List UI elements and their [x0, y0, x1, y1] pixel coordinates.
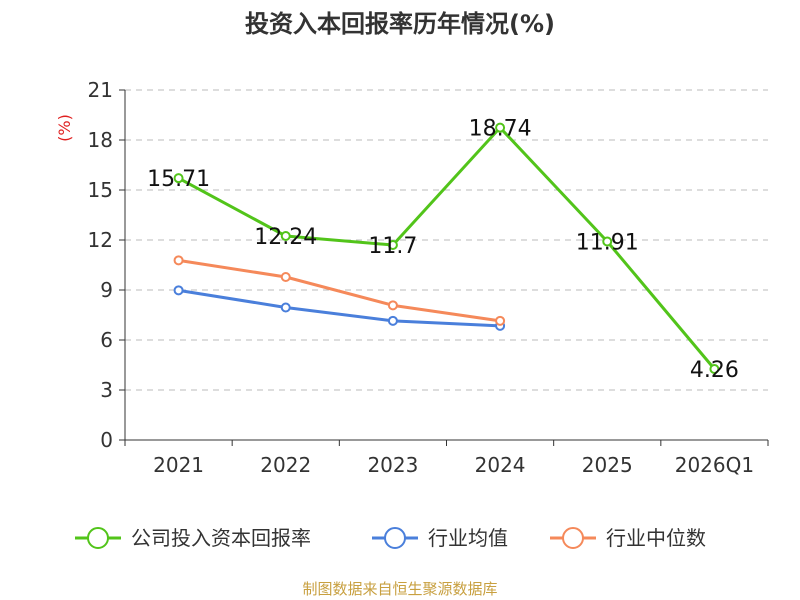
legend-item[interactable]: 行业中位数: [550, 526, 706, 550]
y-tick-label: 15: [88, 178, 113, 202]
series-line-0: [177, 126, 716, 370]
y-tick-label: 18: [88, 128, 113, 152]
data-point: [495, 122, 506, 133]
series-line-1: [178, 288, 501, 328]
legend-marker-icon: [562, 527, 584, 549]
chart-title: 投资入本回报率历年情况(%): [245, 10, 555, 38]
data-point: [387, 300, 398, 311]
x-tick-label: 2023: [367, 453, 418, 477]
x-tick-label: 2025: [582, 453, 633, 477]
data-point: [280, 231, 291, 241]
data-point: [173, 173, 184, 184]
x-tick-label: 2022: [260, 453, 311, 477]
y-tick-label: 0: [100, 428, 113, 452]
y-axis-unit: (%): [55, 114, 74, 142]
legend-marker-icon: [87, 527, 109, 549]
y-tick-label: 3: [100, 378, 113, 402]
data-point: [495, 315, 506, 326]
x-tick-label: 2026Q1: [675, 453, 754, 477]
axis-layer: 0 3 6 9 12 15 18 21 2021 2022 2023 2024 2025 2026Q1: [88, 78, 769, 477]
data-point: [709, 364, 720, 374]
x-tick-label: 2024: [475, 453, 526, 477]
data-point: [602, 236, 613, 247]
legend: 公司投入资本回报率 行业均值 行业中位数: [75, 526, 706, 550]
y-tick-label: 9: [100, 278, 113, 302]
y-tick-label: 6: [100, 328, 113, 352]
data-label: 15.71: [147, 167, 210, 192]
source-note: 制图数据来自恒生聚源数据库: [302, 580, 497, 598]
data-label: 12.24: [254, 225, 317, 250]
legend-item[interactable]: 行业均值: [372, 526, 508, 550]
data-label: 11.7: [368, 234, 417, 259]
legend-item[interactable]: 公司投入资本回报率: [75, 526, 311, 550]
legend-marker-icon: [384, 527, 406, 549]
series-line-2: [178, 258, 501, 323]
data-label: 18.74: [469, 117, 532, 142]
legend-label: 行业均值: [428, 526, 508, 550]
legend-label: 公司投入资本回报率: [131, 526, 311, 550]
data-point: [387, 315, 398, 326]
data-label: 4.26: [690, 358, 739, 383]
label-layer: 15.71 12.24 11.7 18.74 11.91 4.26: [147, 117, 739, 383]
series-layer: [173, 122, 720, 374]
y-tick-label: 12: [88, 228, 113, 252]
legend-label: 行业中位数: [606, 526, 706, 550]
grid-layer: [125, 89, 768, 391]
y-tick-label: 21: [88, 78, 113, 102]
data-point: [173, 255, 184, 266]
data-point: [387, 240, 398, 250]
data-label: 11.91: [576, 231, 639, 256]
data-point: [280, 272, 291, 282]
x-tick-label: 2021: [153, 453, 204, 477]
data-point: [173, 285, 184, 296]
data-point: [280, 302, 291, 313]
